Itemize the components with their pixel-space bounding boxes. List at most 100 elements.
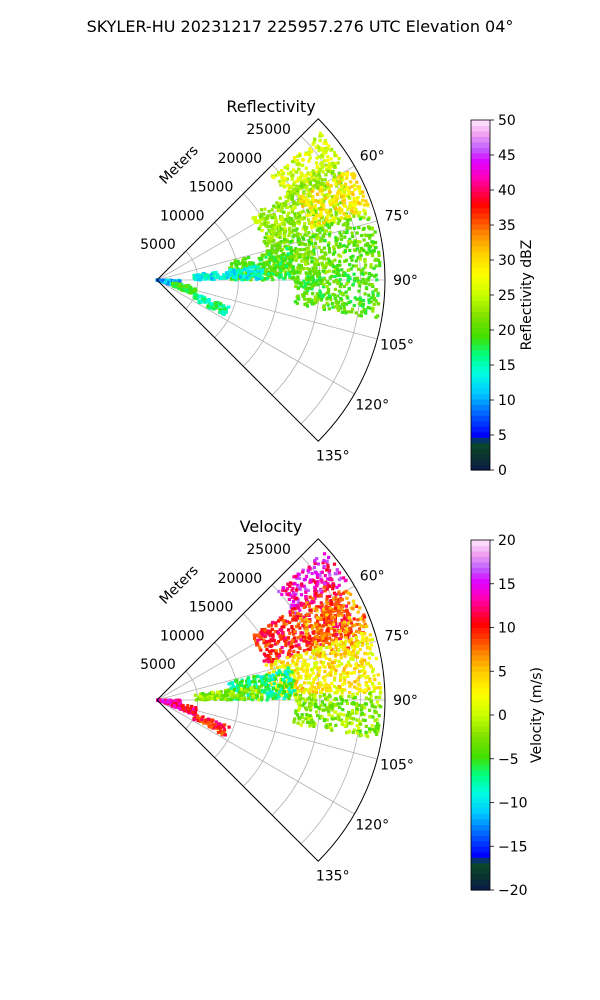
echo-cell [266, 657, 270, 662]
echo-cell [212, 307, 216, 311]
echo-cell [208, 306, 212, 310]
echo-cell [347, 729, 351, 733]
echo-cell [352, 200, 356, 204]
echo-cell [345, 609, 349, 614]
echo-cell [365, 642, 369, 646]
echo-cell [327, 210, 331, 214]
echo-cell [357, 201, 361, 205]
echo-cell [327, 555, 331, 560]
echo-cell [283, 176, 287, 180]
echo-cell [336, 306, 340, 310]
echo-cell [356, 610, 360, 614]
echo-cell [291, 586, 295, 590]
echo-cell [314, 271, 318, 275]
echo-cell [311, 690, 315, 694]
echo-cell [362, 226, 366, 230]
echo-cell [296, 238, 300, 242]
echo-cell [293, 593, 297, 597]
echo-cell [364, 311, 368, 315]
echo-cell [337, 571, 342, 575]
echo-cell [330, 201, 334, 205]
echo-cell [374, 686, 378, 690]
echo-cell [311, 211, 315, 215]
echo-cell [307, 705, 311, 709]
echo-cell [320, 603, 324, 607]
echo-cell [349, 664, 353, 668]
echo-cell [309, 623, 313, 628]
echo-cell [362, 249, 366, 253]
echo-cell [315, 660, 319, 665]
echo-cell [326, 155, 330, 159]
echo-cell [361, 617, 365, 621]
echo-cell [311, 169, 315, 173]
echo-cell [323, 589, 327, 593]
echo-cell [343, 688, 347, 692]
echo-cell [370, 252, 374, 256]
echo-cell [198, 275, 202, 279]
echo-cell [314, 570, 318, 574]
echo-cell [345, 671, 349, 675]
echo-cell [295, 587, 299, 591]
echo-cell [277, 589, 281, 594]
echo-cell [328, 282, 332, 286]
echo-cell [326, 636, 330, 640]
colorbar-segment [471, 431, 490, 438]
echo-cell [350, 231, 354, 235]
echo-cell [314, 710, 319, 714]
echo-cell [353, 623, 357, 627]
echo-cell [227, 271, 231, 275]
echo-cell [264, 677, 268, 681]
echo-cell [272, 238, 276, 243]
echo-cell [263, 690, 267, 694]
echo-cell [339, 234, 343, 238]
echo-cell [307, 159, 311, 163]
echo-cell [305, 273, 309, 277]
echo-cell [254, 689, 258, 693]
figure-title: SKYLER-HU 20231217 225957.276 UTC Elevat… [87, 17, 514, 36]
echo-cell [286, 272, 290, 276]
echo-cell [242, 274, 246, 278]
echo-cell [293, 248, 297, 253]
echo-cell [306, 218, 311, 222]
echo-cell [290, 230, 294, 234]
echo-cell [279, 665, 283, 669]
echo-cell [282, 689, 287, 694]
echo-cell [335, 585, 339, 589]
echo-cell [332, 220, 336, 224]
echo-cell [246, 687, 251, 692]
echo-cell [302, 285, 306, 289]
echo-cell [308, 235, 313, 240]
echo-cell [329, 689, 333, 693]
echo-cell [325, 600, 329, 604]
echo-cell [274, 651, 278, 655]
echo-cell [320, 715, 324, 719]
echo-cell [259, 696, 264, 700]
echo-cell [273, 225, 277, 229]
colorbar-segment [471, 758, 490, 765]
echo-cell [320, 570, 324, 574]
echo-cell [185, 285, 189, 289]
echo-cell [377, 686, 381, 690]
colorbar-segment [471, 671, 490, 678]
echo-cell [325, 686, 329, 690]
echo-cell [265, 261, 269, 265]
echo-cell [284, 672, 289, 676]
echo-cell [223, 723, 227, 727]
echo-cell [295, 184, 299, 188]
echo-cell [305, 669, 309, 673]
echo-cell [355, 704, 359, 708]
echo-cell [177, 286, 181, 291]
colorbar-segment [471, 879, 490, 886]
echo-cell [233, 261, 237, 265]
echo-cell [306, 568, 310, 572]
echo-cell [317, 605, 321, 609]
echo-cell [377, 681, 381, 685]
echo-cell [318, 155, 322, 159]
echo-cell [367, 656, 371, 660]
echo-cell [275, 641, 280, 645]
echo-cell [311, 292, 315, 296]
echo-cell [309, 250, 313, 254]
echo-cell [294, 695, 298, 699]
echo-cell [314, 705, 319, 709]
echo-cell [236, 271, 240, 275]
